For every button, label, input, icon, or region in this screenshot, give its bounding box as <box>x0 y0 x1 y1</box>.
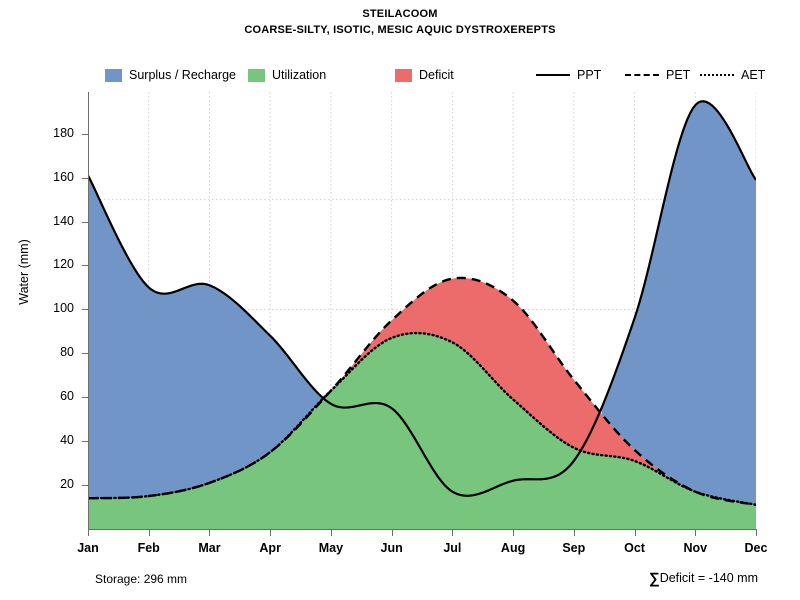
plot-svg <box>88 92 756 529</box>
legend-item-ppt[interactable]: PPT <box>536 64 601 86</box>
dashed-line-icon <box>625 74 659 76</box>
y-axis-tick-label: 160 <box>53 169 74 184</box>
legend-item-pet[interactable]: PET <box>625 64 690 86</box>
x-axis-tick-label: Jul <box>443 541 462 555</box>
y-axis-line <box>88 92 89 529</box>
x-axis-tick-label: Dec <box>744 541 768 555</box>
area-deficit <box>333 277 693 491</box>
chart-legend: Surplus / Recharge Utilization Deficit P… <box>0 64 800 86</box>
area-utilization <box>88 333 756 529</box>
legend-label-deficit: Deficit <box>419 67 454 82</box>
surplus-swatch-icon <box>105 68 122 82</box>
y-axis-tick-label: 180 <box>53 125 74 140</box>
legend-item-aet[interactable]: AET <box>700 64 765 86</box>
deficit-annotation-text: Deficit = -140 mm <box>659 571 758 585</box>
y-axis-tick-label: 20 <box>60 477 74 492</box>
y-axis-tick-label: 60 <box>60 389 74 404</box>
deficit-annotation: ∑Deficit = -140 mm <box>649 570 758 587</box>
y-axis-title: Water (mm) <box>17 239 31 305</box>
y-axis-tick-mark <box>82 221 88 223</box>
x-axis-tick-label: Apr <box>259 541 281 555</box>
x-axis-line <box>88 529 756 530</box>
y-axis-tick-label: 100 <box>53 301 74 316</box>
y-axis-tick-mark <box>82 441 88 443</box>
legend-item-surplus[interactable]: Surplus / Recharge <box>105 64 236 86</box>
y-axis-tick-mark <box>82 133 88 135</box>
storage-annotation: Storage: 296 mm <box>95 572 188 586</box>
x-axis-tick-mark <box>270 529 272 536</box>
y-axis-tick-mark <box>82 265 88 267</box>
x-axis-tick-mark <box>695 529 697 536</box>
x-axis-tick-label: Mar <box>198 541 221 555</box>
legend-label-ppt: PPT <box>577 67 602 82</box>
x-axis-tick-mark <box>756 529 757 536</box>
x-axis-tick-mark <box>452 529 454 536</box>
y-axis-tick-label: 40 <box>60 433 74 448</box>
x-axis-tick-mark <box>391 529 393 536</box>
x-axis-tick-label: Jun <box>380 541 403 555</box>
legend-label-surplus: Surplus / Recharge <box>129 67 237 82</box>
x-axis-tick-mark <box>573 529 575 536</box>
plot-area <box>88 92 756 529</box>
y-axis-tick-mark <box>82 353 88 355</box>
legend-item-deficit[interactable]: Deficit <box>395 64 454 86</box>
x-axis-tick-mark <box>209 529 211 536</box>
y-axis-tick-mark <box>82 177 88 179</box>
x-axis-tick-label: Sep <box>562 541 586 555</box>
x-axis-tick-label: Oct <box>624 541 645 555</box>
curve-aet <box>88 331 756 507</box>
solid-line-icon <box>536 74 570 76</box>
x-axis-tick-mark <box>330 529 332 536</box>
chart-subtitle: COARSE-SILTY, ISOTIC, MESIC AQUIC DYSTRO… <box>244 24 556 36</box>
x-axis-tick-mark <box>513 529 515 536</box>
x-axis-tick-mark <box>148 529 150 536</box>
sigma-icon: ∑ <box>649 570 660 587</box>
x-axis-tick-label: Jan <box>77 541 99 555</box>
y-axis-tick-label: 140 <box>53 213 74 228</box>
curve-ppt <box>88 100 756 497</box>
x-axis-tick-mark <box>634 529 636 536</box>
y-axis-tick-label: 120 <box>53 257 74 272</box>
y-axis-tick-mark <box>82 397 88 399</box>
curve-pet <box>88 276 756 507</box>
legend-label-aet: AET <box>741 67 766 82</box>
x-axis-tick-mark <box>88 529 89 536</box>
x-axis-tick-label: Nov <box>683 541 708 555</box>
legend-label-pet: PET <box>666 67 691 82</box>
y-axis-tick-mark <box>82 309 88 311</box>
dotted-line-icon <box>700 74 734 76</box>
y-axis-tick-label: 80 <box>60 345 74 360</box>
y-axis-tick-mark <box>82 485 88 487</box>
deficit-swatch-icon <box>395 68 412 82</box>
x-axis-tick-label: May <box>318 541 344 555</box>
x-axis-tick-label: Aug <box>500 541 526 555</box>
legend-label-utilization: Utilization <box>272 67 327 82</box>
x-axis-tick-label: Feb <box>137 541 160 555</box>
legend-item-utilization[interactable]: Utilization <box>248 64 326 86</box>
chart-title: STEILACOOM <box>362 8 438 20</box>
utilization-swatch-icon <box>248 68 265 82</box>
area-surplus-recharge <box>88 101 756 505</box>
